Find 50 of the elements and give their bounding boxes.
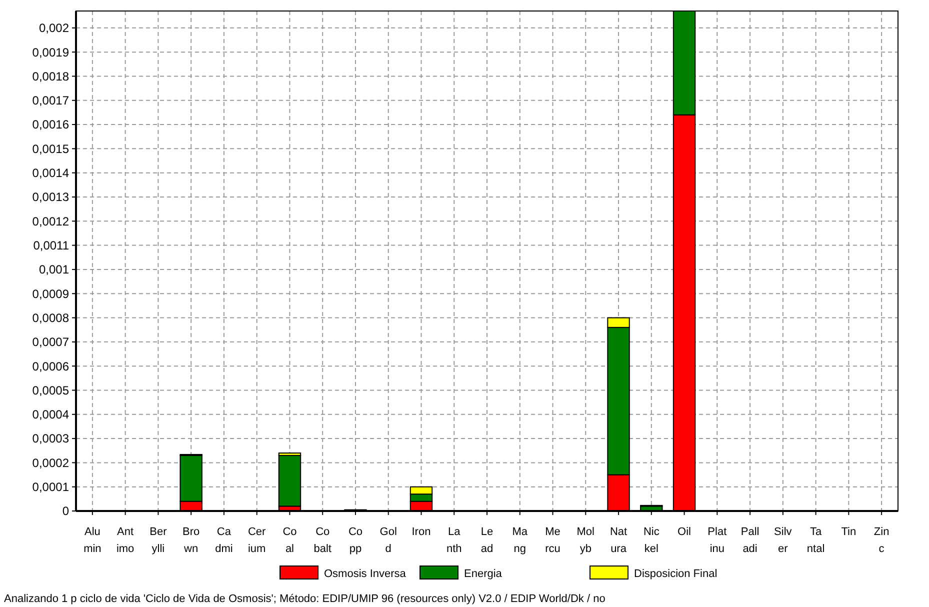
x-tick-label: Silv er — [774, 526, 792, 555]
text: Analizando 1 p ciclo de vida 'Ciclo de Vida de Osmosis'; Método: EDIP/UMIP 96 (resources only) V2.0 / EDIP World/Dk / no — [4, 592, 606, 605]
x-tick-label: Ber ylli — [150, 526, 168, 555]
x-tick-label: Ca dmi — [215, 526, 233, 555]
x-tick-label: Nat ura — [610, 526, 628, 555]
y-tick-label: 0,0015 — [32, 142, 70, 156]
y-tick-label: 0,0014 — [32, 166, 70, 180]
x-tick-label: Nic kel — [643, 526, 660, 555]
x-tick-label: Plat inu — [708, 526, 727, 555]
x-tick-label: Le ad — [480, 526, 494, 555]
y-tick-label: 0,0018 — [32, 69, 70, 84]
legend-label: Disposicion Final — [634, 568, 718, 580]
y-tick-label: 0,0009 — [32, 286, 70, 301]
x-tick-label: Tin — [841, 526, 856, 538]
y-tick-label: 0,0005 — [32, 383, 70, 398]
x-tick-label: Bro wn — [182, 526, 200, 555]
y-tick-label: 0,0013 — [32, 190, 70, 204]
x-tick-label: Co al — [282, 526, 297, 555]
y-tick-label: 0,0017 — [32, 94, 70, 108]
y-tick-label: 0,002 — [38, 21, 70, 36]
x-tick-label: Cer ium — [248, 526, 266, 555]
legend-label: Energia — [464, 568, 503, 580]
y-tick-label: 0,0006 — [32, 359, 70, 374]
x-tick-label: Oil — [678, 526, 692, 538]
x-tick-label: Ma ng — [512, 526, 528, 555]
y-tick-label: 0,0011 — [33, 238, 70, 252]
x-tick-label: Iron — [412, 526, 431, 538]
x-tick-label: Zin c — [874, 526, 890, 555]
y-tick-label: 0,0002 — [32, 456, 70, 470]
x-tick-label: Pall adi — [740, 526, 760, 555]
y-tick-label: 0,0004 — [32, 408, 70, 422]
x-tick-label: Mol yb — [576, 526, 595, 555]
y-tick-label: 0,0019 — [32, 45, 70, 60]
x-tick-label: Co pp — [348, 526, 363, 555]
x-tick-label: Me rcu — [545, 526, 560, 555]
y-tick-label: 0,0003 — [32, 432, 70, 446]
x-tick-label: Ant imo — [116, 526, 134, 555]
x-tick-label: Alu min — [84, 526, 102, 555]
y-tick-label: 0,001 — [38, 262, 70, 277]
y-tick-label: 0,0012 — [32, 214, 70, 228]
x-tick-label: Ta ntal — [806, 526, 825, 555]
y-tick-label: 0,0001 — [32, 480, 70, 494]
y-tick-label: 0,0008 — [32, 310, 70, 325]
x-tick-label: La nth — [446, 526, 462, 555]
y-tick-label: 0 — [62, 504, 70, 518]
legend-label: Osmosis Inversa — [324, 568, 407, 580]
x-tick-label: Gol d — [380, 526, 397, 555]
x-tick-label: Co balt — [314, 526, 332, 555]
y-tick-label: 0,0007 — [32, 335, 70, 350]
y-tick-label: 0,0016 — [32, 118, 70, 132]
